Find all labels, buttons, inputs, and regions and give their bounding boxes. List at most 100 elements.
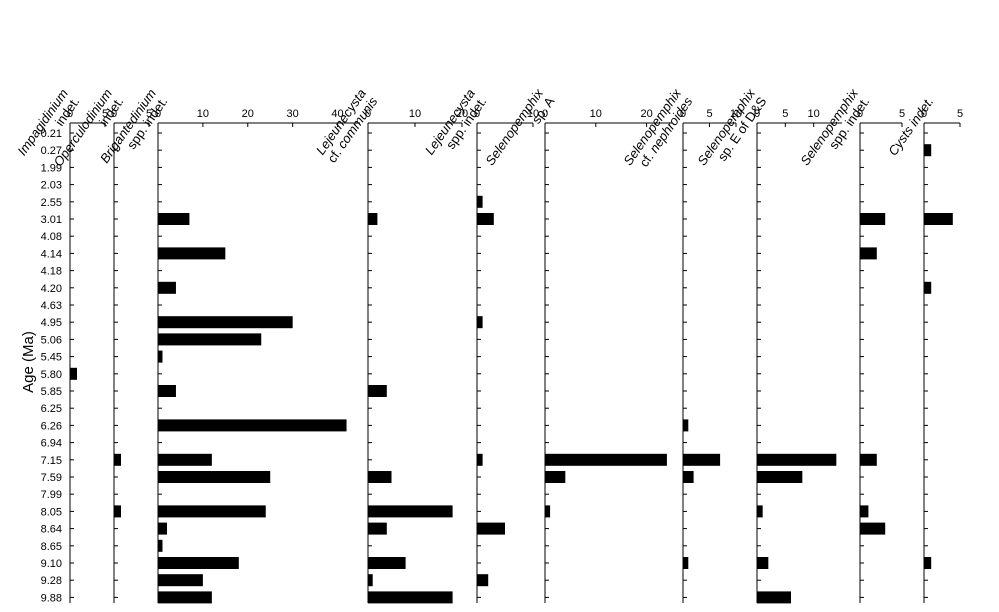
age-tick-label: 0.27 xyxy=(41,145,62,157)
age-tick-label: 2.03 xyxy=(41,180,62,192)
bar xyxy=(158,281,176,294)
age-tick-label: 7.15 xyxy=(41,455,62,467)
bar xyxy=(860,213,886,225)
age-tick-label: 4.08 xyxy=(41,231,62,243)
age-tick-label: 8.65 xyxy=(41,541,62,553)
bar xyxy=(368,505,453,518)
bar xyxy=(158,419,347,432)
panel-selenopemphix_nephroides: 0 5 10 Selenopemphixcf. nephroides xyxy=(620,86,742,603)
bar xyxy=(158,213,190,225)
age-tick-label: 6.25 xyxy=(41,403,62,415)
x-tick-label: 30 xyxy=(287,108,299,120)
panel-selenopemphix_spp: 0 5 Selenopemphixspp. indet. xyxy=(797,86,905,603)
x-tick-label: 20 xyxy=(242,108,254,120)
bar xyxy=(860,247,877,260)
age-tick-label: 1.99 xyxy=(41,162,62,174)
bar xyxy=(757,557,769,569)
bar xyxy=(757,591,791,604)
bar xyxy=(477,453,483,466)
age-tick-label: 4.14 xyxy=(41,248,62,260)
age-tick-label: 5.45 xyxy=(41,352,62,364)
bar xyxy=(70,367,77,380)
age-tick-label: 4.20 xyxy=(41,283,62,295)
x-tick-label: 20 xyxy=(456,108,468,120)
bar xyxy=(757,505,763,518)
x-tick-label: 0 xyxy=(542,108,548,120)
x-tick-label: 0 xyxy=(67,108,73,120)
x-tick-label: 40 xyxy=(331,108,343,120)
age-tick-label: 3.01 xyxy=(41,214,62,226)
bar xyxy=(158,505,266,518)
x-tick-label: 0 xyxy=(111,108,117,120)
bar xyxy=(158,539,163,552)
age-tick-label: 5.85 xyxy=(41,386,62,398)
x-tick-label: 0 xyxy=(155,108,161,120)
bar xyxy=(158,316,293,329)
age-tick-label: 2.55 xyxy=(41,197,62,209)
bar xyxy=(114,505,121,518)
age-tick-label: 9.10 xyxy=(41,558,62,570)
bar xyxy=(368,213,378,225)
bar xyxy=(158,247,226,260)
x-tick-label: 10 xyxy=(590,108,602,120)
bar xyxy=(158,522,167,535)
bar xyxy=(368,574,373,587)
x-tick-label: 10 xyxy=(527,108,539,120)
bar xyxy=(924,557,932,569)
bar xyxy=(683,557,689,569)
panel-lejeunecysta_communis: 0 10 20 Lejeunecystacf. communis xyxy=(313,86,468,604)
age-tick-label: 8.64 xyxy=(41,524,62,536)
panel-title: Selenopemphixcf. nephroides xyxy=(620,86,695,176)
age-tick-label: 4.63 xyxy=(41,300,62,312)
bar xyxy=(757,471,803,483)
x-tick-label: 0 xyxy=(921,108,927,120)
age-tick-label: 6.94 xyxy=(41,438,62,450)
age-tick-label: 9.28 xyxy=(41,575,62,587)
bar xyxy=(158,574,203,587)
age-tick-label: 5.80 xyxy=(41,369,62,381)
age-tick-label: 4.18 xyxy=(41,266,62,278)
bar xyxy=(683,471,694,483)
bar xyxy=(545,505,551,518)
x-tick-label: 5 xyxy=(899,108,905,120)
bar xyxy=(158,471,271,483)
x-tick-label: 0 xyxy=(365,108,371,120)
x-tick-label: 0 xyxy=(474,108,480,120)
bar xyxy=(477,213,494,225)
age-tick-label: 7.99 xyxy=(41,489,62,501)
bar xyxy=(158,385,176,397)
bar xyxy=(924,213,953,225)
age-tick-label: 0.21 xyxy=(41,128,62,140)
x-tick-label: 0 xyxy=(857,108,863,120)
bar xyxy=(114,453,121,466)
age-tick-label: 5.06 xyxy=(41,334,62,346)
x-tick-label: 5 xyxy=(782,108,788,120)
bar xyxy=(924,281,932,294)
age-tick-label: 6.26 xyxy=(41,420,62,432)
y-axis-title: Age (Ma) xyxy=(20,331,37,393)
x-tick-label: 10 xyxy=(730,108,742,120)
bar xyxy=(158,453,212,466)
x-tick-label: 20 xyxy=(640,108,652,120)
age-tick-label: 4.95 xyxy=(41,317,62,329)
bar xyxy=(477,574,489,587)
bar xyxy=(924,144,932,157)
bar xyxy=(545,471,566,483)
panel-title: Lejeunecystacf. communis xyxy=(313,86,381,166)
x-tick-label: 0 xyxy=(754,108,760,120)
bar xyxy=(683,419,689,432)
x-tick-label: 5 xyxy=(706,108,712,120)
bar xyxy=(158,591,212,604)
panel-title: Selenopemphixsp. E of D&S xyxy=(694,86,769,176)
x-tick-label: 5 xyxy=(146,108,152,120)
age-tick-label: 7.59 xyxy=(41,472,62,484)
bar xyxy=(860,505,869,518)
x-tick-label: 10 xyxy=(808,108,820,120)
bar xyxy=(368,385,387,397)
bar xyxy=(368,557,406,569)
bar xyxy=(477,522,505,535)
